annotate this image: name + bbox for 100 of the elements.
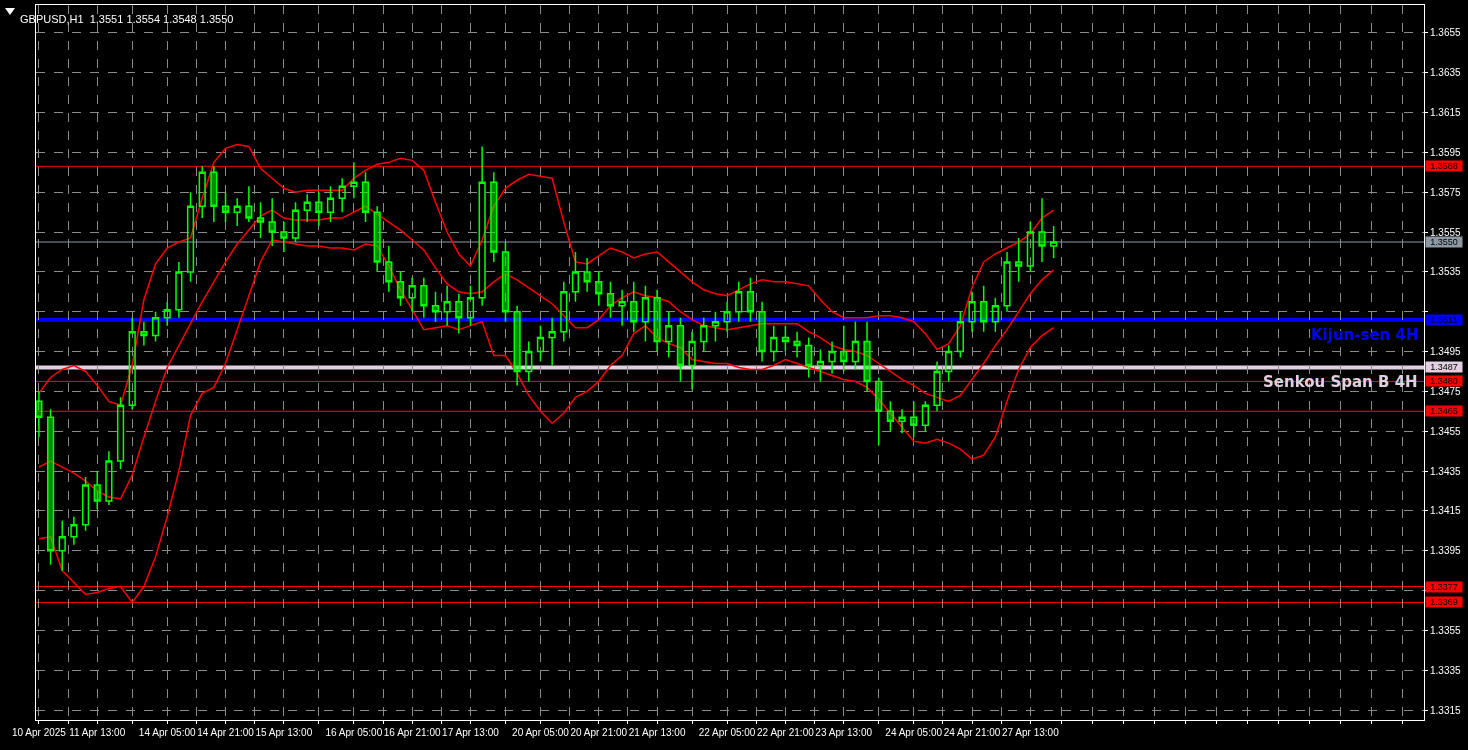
candlestick — [746, 277, 755, 323]
y-tick-label: 1.3415 — [1430, 505, 1462, 517]
candlestick — [991, 297, 999, 333]
candlestick — [898, 408, 906, 434]
candlestick — [268, 197, 276, 247]
candlestick — [420, 277, 428, 319]
candlestick — [443, 285, 451, 327]
candlestick — [980, 285, 988, 333]
candlestick — [140, 320, 148, 347]
y-tick-label: 1.3395 — [1430, 545, 1462, 557]
y-tick-label: 1.3535 — [1430, 266, 1462, 278]
x-tick-label: 24 Apr 05:00 — [885, 727, 943, 738]
x-tick-label: 15 Apr 13:00 — [255, 727, 313, 738]
candlestick — [688, 330, 696, 391]
x-tick-label: 23 Apr 13:00 — [815, 727, 873, 738]
candlestick — [735, 281, 743, 323]
y-tick-label: 1.3315 — [1430, 704, 1462, 716]
ref-line-label: 1.3480 — [1430, 376, 1458, 386]
y-tick-label: 1.3335 — [1430, 664, 1462, 676]
y-tick-label: 1.3495 — [1430, 346, 1462, 358]
candlestick — [198, 165, 206, 219]
candlestick — [700, 316, 708, 353]
candlestick — [245, 185, 253, 223]
y-tick-label: 1.3655 — [1430, 27, 1462, 39]
ref-line-label: 1.3377 — [1430, 582, 1458, 592]
candlestick — [711, 310, 720, 343]
candlestick — [151, 310, 160, 343]
candlestick — [968, 291, 976, 333]
x-tick-label: 17 Apr 13:00 — [442, 727, 500, 738]
y-tick-label: 1.3615 — [1430, 107, 1462, 119]
y-tick-label: 1.3455 — [1430, 425, 1462, 437]
candlestick — [315, 191, 323, 227]
ref-line-label: 1.3588 — [1430, 161, 1458, 171]
candlestick — [303, 193, 311, 223]
candlestick — [58, 520, 66, 572]
candlestick — [758, 301, 766, 363]
candlestick — [455, 293, 463, 335]
candlestick — [291, 201, 300, 243]
candlestick — [1015, 237, 1023, 283]
x-tick-label: 20 Apr 21:00 — [570, 727, 628, 738]
candlestick — [361, 171, 370, 223]
candlestick — [221, 191, 230, 223]
x-tick-label: 27 Apr 13:00 — [1001, 727, 1060, 738]
x-tick-label: 16 Apr 05:00 — [325, 727, 383, 738]
y-tick-label: 1.3475 — [1430, 385, 1462, 397]
candlestick — [676, 316, 685, 383]
candlestick — [175, 261, 183, 319]
candlestick — [70, 516, 78, 546]
y-tick-label: 1.3595 — [1430, 146, 1462, 158]
candlestick — [525, 340, 533, 383]
candlestick — [326, 185, 335, 223]
candlestick — [933, 360, 941, 413]
candlestick — [770, 324, 778, 363]
candlestick — [851, 320, 859, 371]
candlestick — [665, 310, 673, 359]
candlestick — [583, 257, 591, 293]
x-tick-label: 14 Apr 05:00 — [138, 727, 197, 738]
candlestick — [641, 285, 650, 343]
candlestick — [793, 330, 801, 359]
candlestick — [128, 316, 136, 411]
candlestick — [186, 191, 195, 283]
candlestick — [490, 171, 498, 263]
candlestick — [548, 316, 556, 367]
candlestick — [36, 390, 43, 438]
y-tick-label: 1.3435 — [1430, 465, 1462, 477]
candlestick — [863, 320, 871, 393]
candlestick — [571, 251, 580, 303]
candlestick — [1026, 221, 1034, 273]
candlestick — [338, 177, 346, 213]
ref-line-label: 1.3487 — [1430, 362, 1458, 372]
y-tick-label: 1.3575 — [1430, 186, 1462, 198]
candlestick — [163, 301, 171, 327]
candlestick — [595, 271, 603, 307]
x-tick-label: 21 Apr 13:00 — [628, 727, 686, 738]
x-tick-label: 16 Apr 21:00 — [383, 727, 441, 738]
x-tick-label: 20 Apr 05:00 — [512, 727, 570, 738]
ref-line-label: 1.3550 — [1430, 237, 1458, 247]
candlestick — [350, 161, 358, 199]
candlestick — [560, 281, 568, 343]
candlestick — [105, 450, 113, 506]
candlestick — [256, 201, 265, 239]
candlestick — [93, 470, 101, 510]
x-tick-label: 10 Apr 2025 — [11, 727, 67, 738]
candlestick — [466, 285, 475, 327]
candlestick — [431, 291, 440, 323]
candlestick — [606, 281, 615, 319]
candlestick — [1003, 251, 1011, 313]
y-tick-label: 1.3355 — [1430, 624, 1462, 636]
candlestick — [921, 400, 929, 432]
candlestick — [653, 289, 661, 353]
x-tick-label: 14 Apr 21:00 — [197, 727, 255, 738]
candlestick — [816, 348, 824, 383]
candlestick — [396, 271, 405, 307]
candlestick — [875, 376, 883, 446]
candlestick — [618, 289, 626, 327]
x-tick-label: 22 Apr 21:00 — [757, 727, 815, 738]
candlestick — [886, 400, 894, 432]
annotation: Kijun-sen 4H — [1311, 326, 1419, 344]
candlestick — [46, 408, 55, 566]
candlestick — [513, 304, 521, 387]
